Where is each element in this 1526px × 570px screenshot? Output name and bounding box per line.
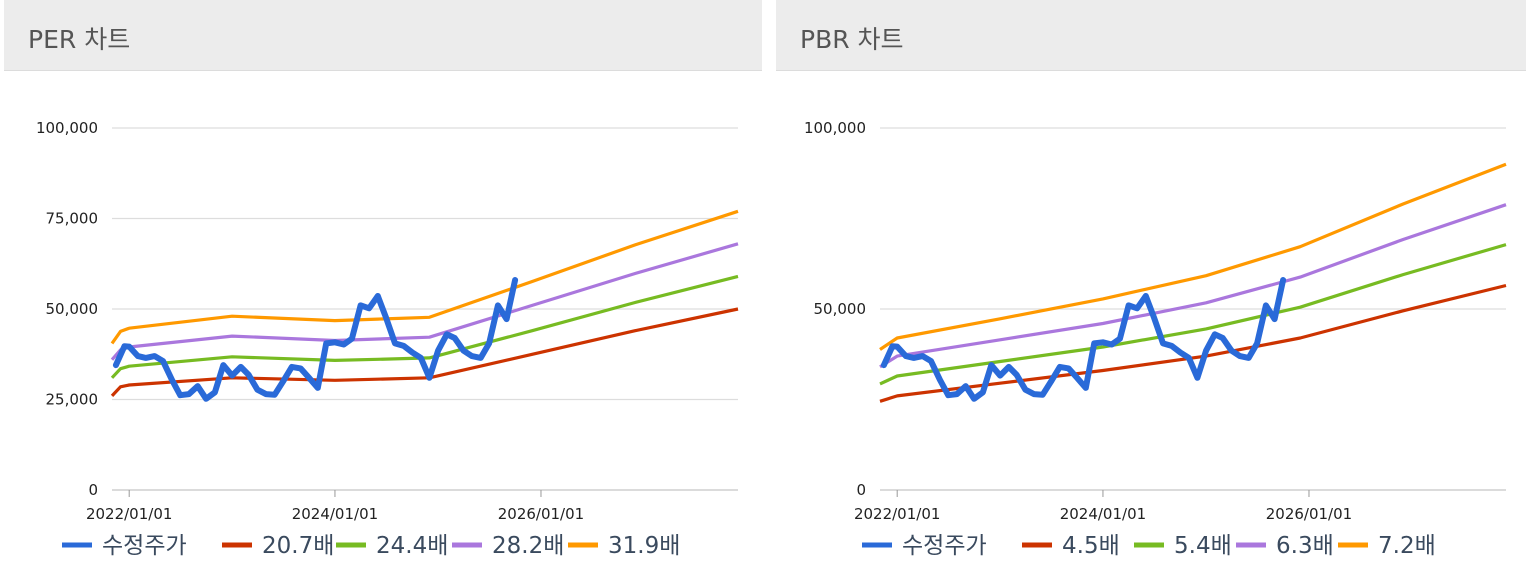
series-line-2 [110,274,739,379]
legend-label[interactable]: 5.4배 [1174,533,1232,559]
series-line-4 [879,162,1507,351]
legend-label[interactable]: 24.4배 [376,533,448,559]
legend-label[interactable]: 28.2배 [492,533,564,559]
y-tick-label: 75,000 [46,210,99,228]
legend-label[interactable]: 7.2배 [1378,533,1436,559]
legend-label[interactable]: 수정주가 [102,533,187,559]
per-chart: 0 25,000 50,000 75,000 100,000 2022/01/01 2024… [36,119,739,559]
series-line-3 [879,203,1507,369]
y-tick-label: 25,000 [46,391,99,409]
pbr-chart-header: PBR 차트 [776,0,1526,71]
series-line-2 [879,243,1507,386]
series-line-1 [879,283,1507,403]
legend-label[interactable]: 4.5배 [1062,533,1120,559]
per-chart-panel: PER 차트 0 25,000 50,000 75,000 100,000 2022/01… [4,0,762,570]
x-tick-label: 2024/01/01 [1060,505,1146,523]
series-line-1 [110,307,739,397]
y-tick-label: 100,000 [36,119,98,137]
per-chart-header: PER 차트 [4,0,762,71]
pbr-chart-title: PBR 차트 [800,25,904,54]
x-tick-label: 2022/01/01 [854,505,940,523]
price-line [880,277,1287,402]
per-chart-title: PER 차트 [28,25,131,54]
y-tick-label: 50,000 [46,300,99,318]
pbr-chart-panel: PBR 차트 0 50,000 100,000 2022/01/01 2024/01/0… [776,0,1526,570]
x-tick-label: 2026/01/01 [498,505,584,523]
y-tick-label: 100,000 [804,119,866,137]
pbr-chart: 0 50,000 100,000 2022/01/01 2024/01/01 2026/0… [804,119,1507,559]
legend-label[interactable]: 31.9배 [608,533,680,559]
y-tick-label: 50,000 [814,300,867,318]
x-tick-label: 2022/01/01 [86,505,172,523]
x-tick-label: 2026/01/01 [1266,505,1352,523]
legend-label[interactable]: 수정주가 [902,533,987,559]
price-line [112,277,519,402]
y-tick-label: 0 [856,481,866,499]
legend-label[interactable]: 20.7배 [262,533,334,559]
legend-label[interactable]: 6.3배 [1276,533,1334,559]
x-tick-label: 2024/01/01 [292,505,378,523]
y-tick-label: 0 [88,481,98,499]
series-line-4 [110,209,739,345]
